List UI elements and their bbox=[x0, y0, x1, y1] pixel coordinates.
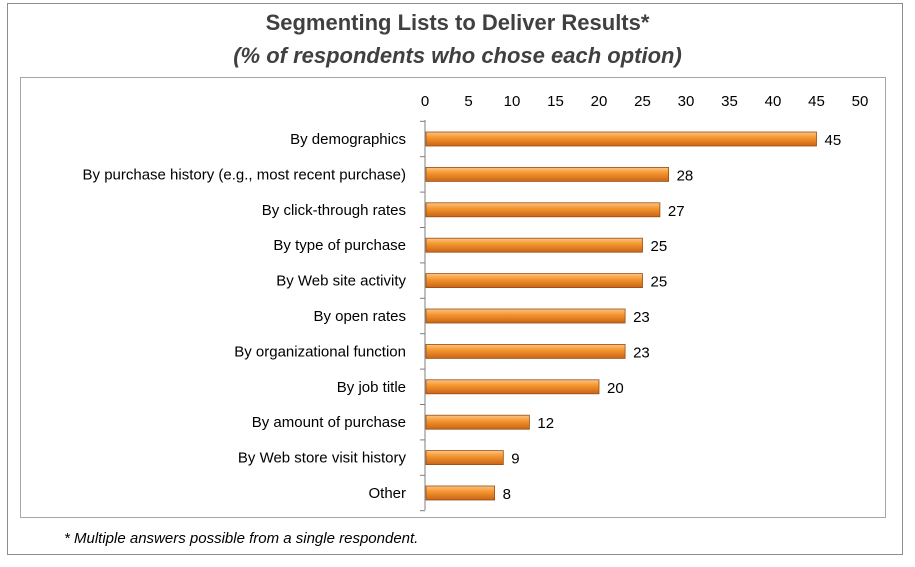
value-label: 28 bbox=[677, 167, 694, 184]
bar bbox=[425, 485, 495, 501]
value-label: 9 bbox=[511, 451, 519, 468]
category-label: By Web store visit history bbox=[238, 450, 407, 467]
x-tick-label: 35 bbox=[721, 93, 738, 110]
category-label: By organizational function bbox=[234, 343, 406, 360]
value-label: 20 bbox=[607, 380, 624, 397]
chart-title: Segmenting Lists to Deliver Results* bbox=[265, 10, 650, 35]
category-label: By click-through rates bbox=[262, 202, 406, 219]
category-label: By Web site activity bbox=[276, 273, 406, 290]
x-tick-label: 20 bbox=[591, 93, 608, 110]
bar bbox=[425, 166, 670, 182]
category-label: Other bbox=[368, 485, 406, 502]
value-label: 25 bbox=[651, 274, 668, 291]
x-tick-label: 0 bbox=[421, 93, 429, 110]
x-tick-label: 15 bbox=[547, 93, 564, 110]
bar bbox=[425, 379, 600, 395]
plot-area bbox=[20, 77, 886, 518]
value-label: 23 bbox=[633, 344, 650, 361]
x-tick-label: 30 bbox=[678, 93, 695, 110]
chart-subtitle: (% of respondents who chose each option) bbox=[233, 43, 682, 68]
x-tick-label: 25 bbox=[634, 93, 651, 110]
x-tick-label: 45 bbox=[808, 93, 825, 110]
bar bbox=[425, 273, 643, 289]
bar bbox=[425, 343, 626, 359]
bar bbox=[425, 450, 504, 466]
x-tick-label: 50 bbox=[852, 93, 869, 110]
x-tick-label: 40 bbox=[765, 93, 782, 110]
category-label: By open rates bbox=[313, 308, 406, 325]
bar bbox=[425, 414, 530, 430]
value-label: 27 bbox=[668, 203, 685, 220]
bar bbox=[425, 131, 817, 147]
value-label: 23 bbox=[633, 309, 650, 326]
category-label: By purchase history (e.g., most recent p… bbox=[83, 166, 406, 183]
category-label: By type of purchase bbox=[273, 237, 406, 254]
category-label: By amount of purchase bbox=[252, 414, 406, 431]
bar bbox=[425, 202, 661, 218]
value-label: 25 bbox=[651, 238, 668, 255]
category-label: By job title bbox=[337, 379, 406, 396]
value-label: 8 bbox=[503, 486, 511, 503]
value-label: 12 bbox=[537, 415, 554, 432]
value-label: 45 bbox=[825, 132, 842, 149]
footnote: * Multiple answers possible from a singl… bbox=[64, 530, 419, 547]
bar bbox=[425, 308, 626, 324]
x-tick-label: 5 bbox=[464, 93, 472, 110]
bar bbox=[425, 237, 643, 253]
category-label: By demographics bbox=[290, 131, 406, 148]
x-tick-label: 10 bbox=[504, 93, 521, 110]
